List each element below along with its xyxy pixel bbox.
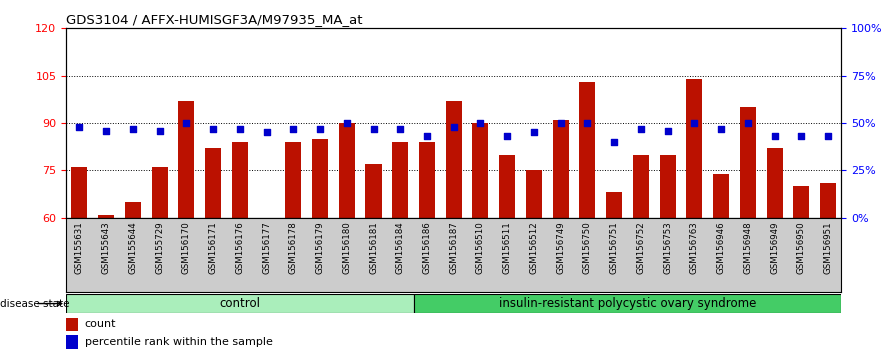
Point	[126, 126, 140, 132]
FancyBboxPatch shape	[66, 294, 413, 313]
Point	[714, 126, 728, 132]
Point	[206, 126, 220, 132]
Text: GSM156180: GSM156180	[343, 222, 352, 274]
Text: insulin-resistant polycystic ovary syndrome: insulin-resistant polycystic ovary syndr…	[499, 297, 756, 310]
Point	[180, 120, 194, 126]
Text: GSM155643: GSM155643	[101, 222, 111, 274]
Point	[72, 124, 86, 130]
Point	[233, 126, 247, 132]
Bar	[472, 123, 488, 218]
Text: GSM155729: GSM155729	[155, 222, 164, 274]
Bar	[312, 139, 328, 218]
Bar	[285, 142, 301, 218]
Point	[366, 126, 381, 132]
Point	[260, 130, 274, 135]
Bar	[633, 155, 649, 218]
Point	[794, 133, 808, 139]
Text: GSM156181: GSM156181	[369, 222, 378, 274]
Point	[340, 120, 354, 126]
Bar	[392, 142, 408, 218]
Bar	[419, 142, 435, 218]
Text: GSM156177: GSM156177	[262, 222, 271, 274]
Text: GSM156176: GSM156176	[235, 222, 244, 274]
Point	[607, 139, 621, 145]
Bar	[125, 202, 141, 218]
Text: GSM156187: GSM156187	[449, 222, 458, 274]
Text: GSM156946: GSM156946	[716, 222, 726, 274]
Text: GSM156752: GSM156752	[636, 222, 646, 274]
Bar	[580, 82, 596, 218]
Bar	[820, 183, 836, 218]
Point	[152, 128, 167, 133]
Text: GDS3104 / AFFX-HUMISGF3A/M97935_MA_at: GDS3104 / AFFX-HUMISGF3A/M97935_MA_at	[66, 13, 363, 26]
Point	[100, 128, 114, 133]
Point	[313, 126, 327, 132]
Bar	[152, 167, 167, 218]
Text: GSM156753: GSM156753	[663, 222, 672, 274]
Text: GSM156184: GSM156184	[396, 222, 404, 274]
Point	[447, 124, 461, 130]
Bar	[366, 164, 381, 218]
Text: GSM156949: GSM156949	[770, 222, 779, 274]
Point	[473, 120, 487, 126]
Bar	[71, 167, 87, 218]
Point	[767, 133, 781, 139]
Point	[633, 126, 648, 132]
Bar	[552, 120, 568, 218]
Point	[741, 120, 755, 126]
Text: GSM156178: GSM156178	[289, 222, 298, 274]
Text: GSM156510: GSM156510	[476, 222, 485, 274]
Bar	[178, 101, 195, 218]
Text: percentile rank within the sample: percentile rank within the sample	[85, 337, 272, 347]
Text: GSM156948: GSM156948	[744, 222, 752, 274]
Text: GSM156751: GSM156751	[610, 222, 618, 274]
Bar	[526, 170, 542, 218]
Text: GSM156179: GSM156179	[315, 222, 324, 274]
Bar	[766, 148, 782, 218]
Bar	[232, 142, 248, 218]
Text: GSM156951: GSM156951	[824, 222, 833, 274]
Point	[661, 128, 675, 133]
Bar	[686, 79, 702, 218]
Bar	[660, 155, 676, 218]
Text: GSM155631: GSM155631	[75, 222, 84, 274]
Text: control: control	[219, 297, 261, 310]
FancyBboxPatch shape	[413, 294, 841, 313]
Text: GSM156750: GSM156750	[583, 222, 592, 274]
Bar	[740, 107, 756, 218]
Point	[821, 133, 835, 139]
Text: disease state: disease state	[0, 298, 70, 309]
Bar	[339, 123, 355, 218]
Point	[286, 126, 300, 132]
Bar	[205, 148, 221, 218]
Text: GSM155644: GSM155644	[129, 222, 137, 274]
Point	[687, 120, 701, 126]
Bar	[606, 193, 622, 218]
Point	[393, 126, 407, 132]
Text: GSM156950: GSM156950	[796, 222, 806, 274]
Bar	[793, 186, 810, 218]
Point	[553, 120, 567, 126]
Text: GSM156170: GSM156170	[181, 222, 191, 274]
Point	[527, 130, 541, 135]
Bar	[66, 318, 78, 331]
Point	[581, 120, 595, 126]
Text: GSM156763: GSM156763	[690, 222, 699, 274]
Text: GSM156511: GSM156511	[503, 222, 512, 274]
Text: GSM156171: GSM156171	[209, 222, 218, 274]
Bar	[66, 335, 78, 349]
Text: GSM156512: GSM156512	[529, 222, 538, 274]
Bar	[713, 173, 729, 218]
Text: GSM156749: GSM156749	[556, 222, 565, 274]
Text: count: count	[85, 319, 116, 329]
Point	[500, 133, 515, 139]
Bar	[446, 101, 462, 218]
Bar	[98, 215, 115, 218]
Bar	[500, 155, 515, 218]
Point	[420, 133, 434, 139]
Text: GSM156186: GSM156186	[423, 222, 432, 274]
